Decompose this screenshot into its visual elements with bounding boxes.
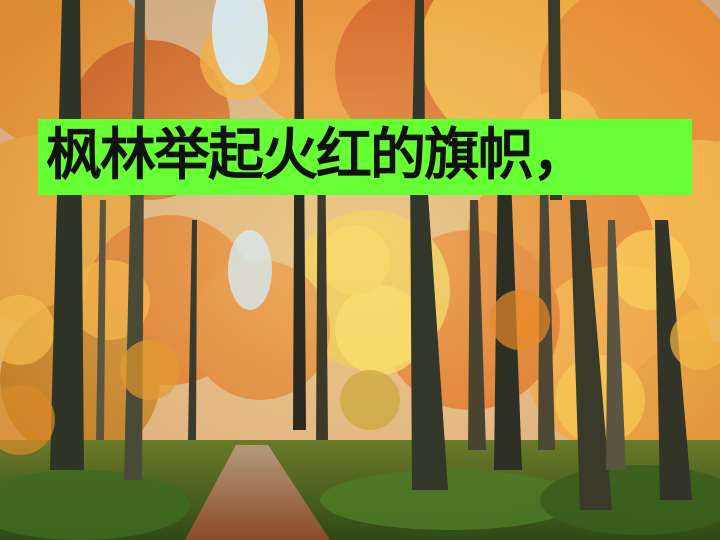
caption-banner: 枫林举起火红的旗帜，: [38, 119, 692, 195]
tree-trunks: [50, 0, 692, 510]
footpath: [185, 445, 330, 540]
caption-text: 枫林举起火红的旗帜，: [46, 123, 588, 188]
